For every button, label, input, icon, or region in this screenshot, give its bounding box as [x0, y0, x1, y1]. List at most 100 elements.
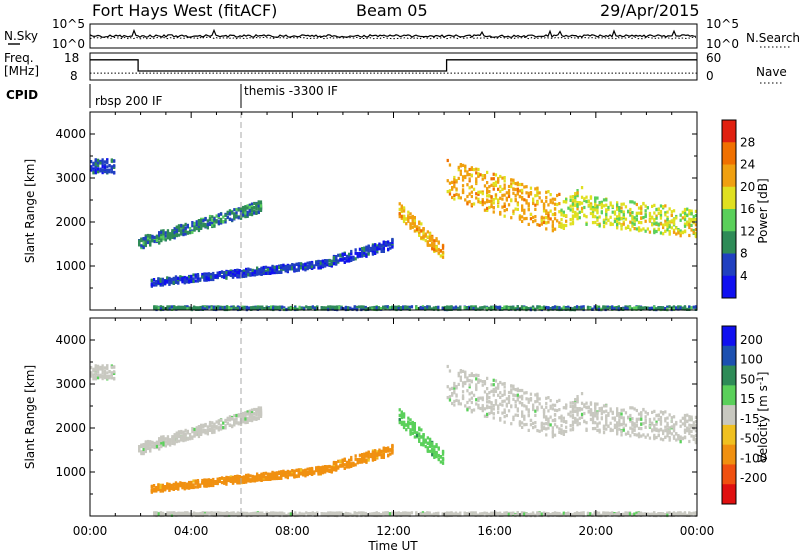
echo-cell: [374, 248, 377, 252]
echo-cell: [157, 306, 160, 310]
echo-cell: [569, 198, 572, 202]
echo-cell: [341, 458, 344, 462]
echo-cell: [398, 215, 401, 219]
echo-cell: [157, 281, 160, 285]
echo-cell: [510, 199, 513, 203]
echo-cell: [613, 212, 617, 216]
echo-cell: [353, 306, 356, 310]
echo-cell: [600, 206, 603, 210]
echo-cell: [398, 417, 401, 422]
echo-cell: [633, 216, 636, 220]
echo-cell: [175, 435, 178, 439]
echo-cell: [534, 400, 537, 404]
echo-cell: [92, 163, 95, 167]
echo-cell: [213, 224, 216, 228]
echo-cell: [450, 305, 453, 310]
echo-cell: [510, 388, 513, 392]
echo-cell: [185, 278, 189, 282]
echo-cell: [549, 193, 552, 197]
echo-cell: [507, 409, 511, 413]
echo-cell: [208, 420, 212, 425]
echo-cell: [514, 388, 517, 392]
echo-cell: [596, 415, 599, 419]
echo-cell: [499, 395, 502, 399]
echo-cell: [629, 207, 632, 212]
echo-cell: [409, 222, 412, 226]
echo-cell: [302, 472, 305, 476]
echo-cell: [616, 203, 619, 207]
echo-cell: [472, 374, 476, 378]
echo-cell: [670, 226, 673, 230]
echo-cell: [602, 426, 606, 430]
echo-cell: [236, 474, 239, 478]
echo-cell: [589, 413, 593, 417]
echo-cell: [418, 222, 421, 226]
echo-cell: [161, 489, 164, 493]
echo-cell: [596, 402, 599, 406]
echo-cell: [574, 193, 577, 197]
echo-cell: [96, 369, 100, 373]
echo-cell: [94, 165, 97, 169]
echo-cell: [103, 373, 107, 377]
echo-cell: [242, 206, 245, 210]
echo-cell: [518, 423, 522, 427]
echo-cell: [246, 210, 249, 214]
echo-cell: [293, 266, 296, 270]
echo-cell: [598, 202, 601, 207]
echo-cell: [174, 275, 178, 279]
echo-cell: [155, 234, 159, 238]
echo-cell: [479, 190, 482, 194]
echo-cell: [173, 437, 176, 441]
echo-cell: [369, 454, 372, 459]
echo-cell: [177, 435, 181, 439]
echo-cell: [683, 222, 687, 226]
echo-cell: [499, 174, 502, 179]
echo-cell: [213, 423, 216, 427]
echo-cell: [400, 422, 403, 426]
echo-cell: [477, 167, 480, 172]
echo-cell: [576, 207, 579, 211]
echo-cell: [499, 196, 502, 200]
echo-cell: [418, 233, 421, 237]
echo-cell: [688, 217, 691, 221]
echo-cell: [492, 198, 495, 202]
echo-cell: [494, 196, 498, 200]
echo-cell: [282, 266, 285, 270]
echo-cell: [234, 479, 237, 483]
echo-cell: [192, 306, 196, 310]
echo-cell: [297, 472, 300, 476]
echo-cell: [297, 268, 300, 272]
echo-cell: [418, 228, 421, 232]
echo-cell: [358, 305, 361, 309]
echo-cell: [642, 306, 645, 310]
echo-cell: [501, 411, 504, 415]
echo-cell: [690, 212, 693, 216]
echo-cell: [477, 406, 480, 410]
echo-cell: [497, 177, 500, 181]
echo-cell: [225, 307, 229, 311]
echo-cell: [670, 210, 673, 214]
echo-cell: [598, 430, 601, 434]
echo-cell: [651, 204, 654, 208]
echo-cell: [653, 219, 656, 223]
echo-cell: [527, 222, 530, 226]
echo-cell: [553, 217, 557, 221]
echo-cell: [337, 459, 340, 463]
echo-cell: [486, 186, 489, 191]
echo-cell: [571, 195, 575, 199]
echo-cell: [549, 209, 552, 213]
cpid-row: CPID rbsp 200 IF themis -3300 IF: [6, 84, 338, 108]
echo-cell: [468, 167, 471, 172]
echo-cell: [206, 428, 209, 432]
echo-cell: [602, 198, 606, 202]
echo-cell: [545, 305, 548, 310]
echo-cell: [374, 243, 377, 247]
echo-cell: [443, 305, 447, 310]
echo-cell: [607, 207, 610, 211]
echo-cell: [583, 197, 586, 201]
echo-cell: [605, 198, 608, 202]
echo-cell: [241, 306, 244, 311]
echo-cell: [211, 221, 214, 225]
echo-cell: [692, 305, 695, 309]
echo-cell: [113, 370, 116, 374]
